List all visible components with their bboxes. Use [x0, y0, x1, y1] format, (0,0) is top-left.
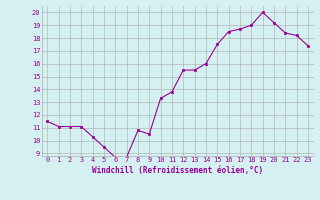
X-axis label: Windchill (Refroidissement éolien,°C): Windchill (Refroidissement éolien,°C) [92, 166, 263, 175]
